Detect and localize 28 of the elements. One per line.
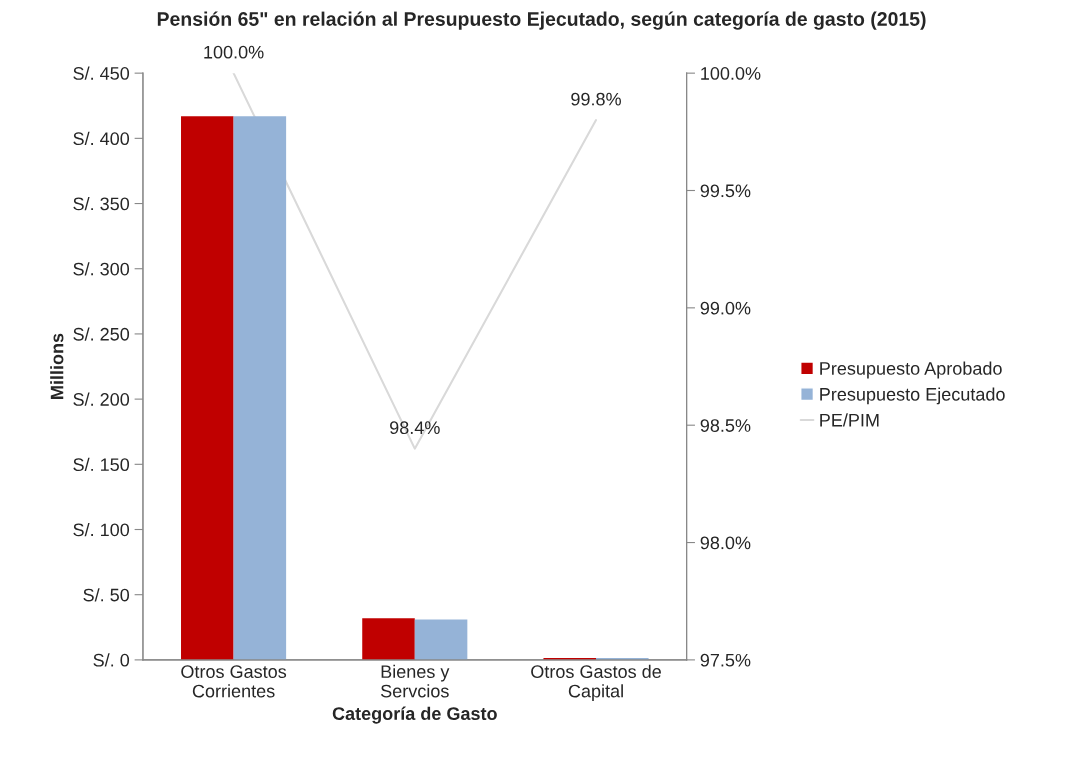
x-tick-label: Otros Gastos Corrientes [181, 665, 287, 698]
y-tick-label: S/. 200 [73, 392, 130, 406]
y-tick-label: S/. 450 [73, 66, 130, 80]
y2-tick-label: 97.5% [700, 653, 751, 667]
chart-title: Pensión 65" en relación al Presupuesto Ejecutado, según categoría de gasto (2015) [157, 11, 926, 30]
data-label: 100.0% [204, 45, 264, 59]
y-tick-label: S/. 300 [73, 262, 130, 276]
legend-label: Presupuesto Ejecutado [820, 387, 1005, 405]
y-tick-label: S/. 100 [73, 522, 130, 537]
y2-tick-label: 100.0% [701, 67, 761, 80]
legend-label: Presupuesto Aprobado [820, 361, 1002, 379]
legend-label: PE/PIM [820, 413, 879, 427]
y-axis-title: Millions [50, 333, 64, 399]
data-label: 98.4% [390, 421, 440, 435]
x-tick-label: Bienes y Servcios [380, 664, 450, 698]
x-axis-title: Categoría de Gasto [332, 706, 497, 724]
data-label: 99.8% [571, 92, 621, 106]
y-tick-label: S/. 350 [73, 197, 130, 211]
y-tick-label: S/. 400 [73, 131, 130, 146]
y2-tick-label: 99.5% [700, 184, 751, 198]
y-tick-label: S/. 250 [73, 327, 130, 341]
y2-tick-label: 98.0% [700, 536, 751, 550]
y-tick-label: S/. 150 [73, 457, 130, 472]
y-tick-label: S/. 50 [83, 588, 130, 602]
y2-tick-label: 98.5% [700, 419, 751, 432]
x-tick-label: Otros Gastos de Capital [531, 664, 661, 702]
y2-tick-label: 99.0% [700, 301, 751, 315]
y-tick-label: S/. 0 [93, 653, 130, 667]
